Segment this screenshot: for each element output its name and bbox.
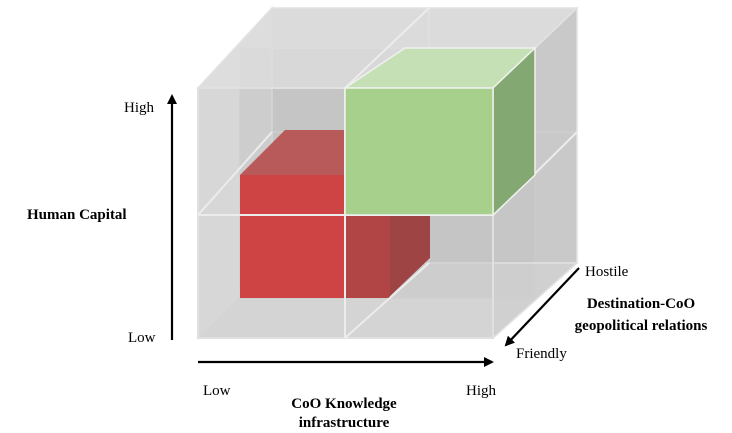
x-axis-title-line1: CoO Knowledge bbox=[291, 396, 397, 412]
x-axis-high-label: High bbox=[466, 383, 497, 399]
z-axis-title-line1: Destination-CoO bbox=[587, 296, 695, 312]
x-axis: Low High CoO Knowledge infrastructure bbox=[198, 357, 497, 431]
z-axis-title-line2: geopolitical relations bbox=[575, 318, 708, 334]
z-axis: Hostile Friendly Destination-CoO geopoli… bbox=[504, 264, 708, 362]
y-axis-low-label: Low bbox=[128, 330, 156, 346]
y-axis: High Low Human Capital bbox=[27, 94, 177, 346]
green-cube bbox=[342, 46, 537, 217]
y-axis-title: Human Capital bbox=[27, 207, 127, 223]
x-axis-low-label: Low bbox=[203, 383, 231, 399]
z-axis-far-label: Hostile bbox=[585, 264, 629, 280]
z-axis-near-label: Friendly bbox=[516, 346, 567, 362]
y-axis-high-label: High bbox=[124, 100, 155, 116]
x-axis-title-line2: infrastructure bbox=[299, 415, 390, 431]
cube-grid bbox=[196, 6, 579, 340]
